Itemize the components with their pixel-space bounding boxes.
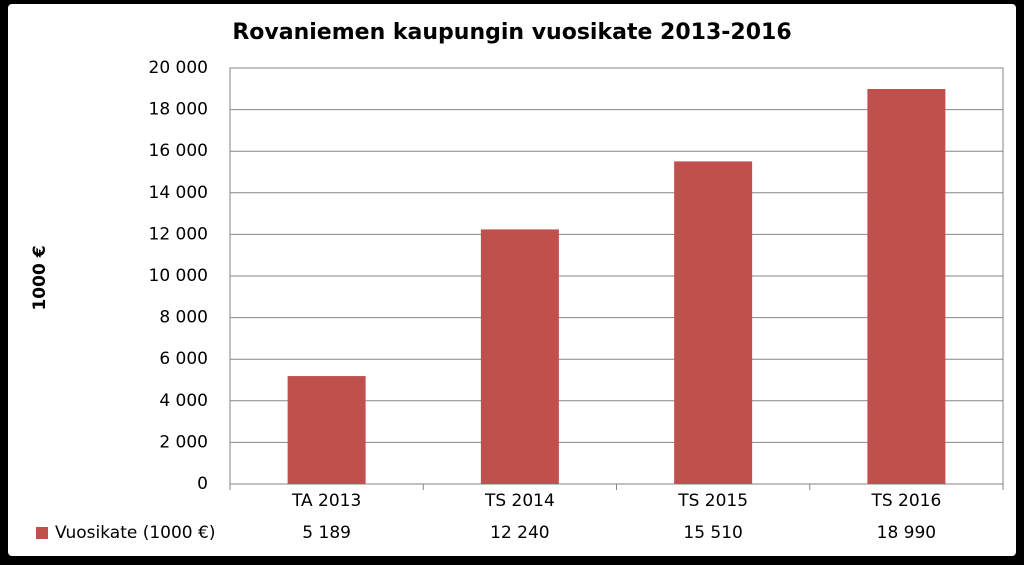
chart-title: Rovaniemen kaupungin vuosikate 2013-2016 [232,20,791,45]
data-table-value: 12 240 [490,523,549,543]
legend-label: Vuosikate (1000 €) [55,523,215,543]
y-tick-label: 12 000 [149,224,208,244]
x-tick-label: TS 2014 [484,491,555,511]
y-tick-label: 4 000 [159,391,208,411]
y-tick-label: 8 000 [159,308,208,328]
bar [674,161,753,484]
y-tick-label: 18 000 [149,100,208,120]
bar [480,229,559,484]
y-tick-label: 0 [197,474,208,494]
data-table-value: 15 510 [683,523,742,543]
y-tick-label: 10 000 [149,266,208,286]
x-tick-label: TS 2016 [870,491,941,511]
x-tick-label: TS 2015 [677,491,748,511]
y-tick-label: 2 000 [159,432,208,452]
y-tick-label: 6 000 [159,349,208,369]
y-tick-label: 14 000 [149,183,208,203]
bar [867,89,946,485]
data-table-value: 18 990 [877,523,936,543]
data-table-value: 5 189 [302,523,351,543]
y-tick-label: 20 000 [149,58,208,78]
y-tick-label: 16 000 [149,141,208,161]
legend-swatch [36,527,48,539]
bar [287,376,366,484]
x-tick-label: TA 2013 [291,491,361,511]
y-axis-label: 1000 € [30,245,50,310]
